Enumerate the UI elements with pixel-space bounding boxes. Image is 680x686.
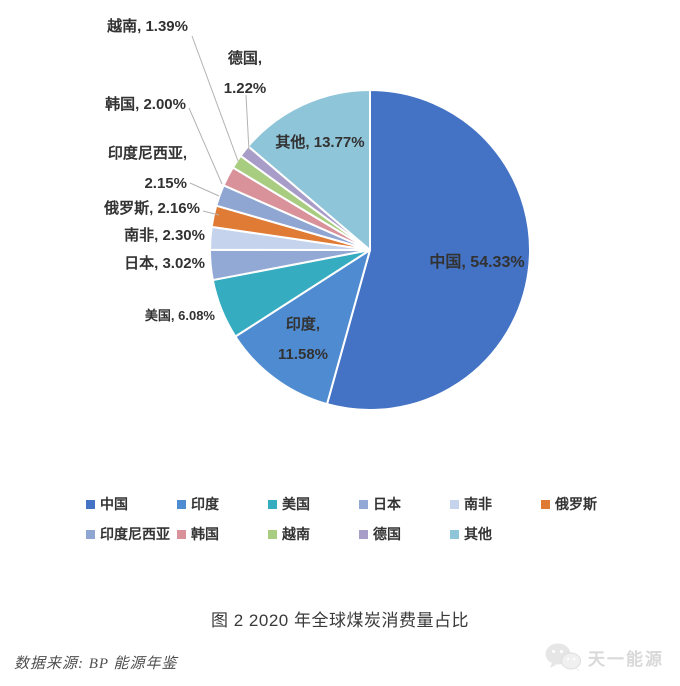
watermark: 天一能源 (544, 642, 664, 672)
pie-label-俄罗斯: 俄罗斯, 2.16% (104, 200, 200, 217)
legend-swatch-icon (177, 499, 186, 509)
legend-label: 南非 (464, 496, 492, 512)
legend-item-越南: 越南 (268, 519, 359, 549)
label-leader-line (191, 35, 239, 162)
legend-item-其他: 其他 (450, 519, 541, 549)
legend-label: 越南 (282, 526, 310, 542)
legend-swatch-icon (268, 529, 277, 539)
legend-swatch-icon (359, 529, 368, 539)
legend-label: 印度 (191, 496, 219, 512)
data-source: 数据来源: BP 能源年鉴 (14, 656, 178, 672)
pie-label-印度: 印度, 11.58% (277, 316, 329, 363)
legend-item-南非: 南非 (450, 489, 541, 519)
legend-label: 德国 (373, 526, 401, 542)
label-leader-line (189, 182, 220, 197)
legend-swatch-icon (359, 499, 368, 509)
pie-label-美国: 美国, 6.08% (144, 308, 215, 323)
legend-item-韩国: 韩国 (177, 519, 268, 549)
label-leader-line (188, 107, 223, 185)
pie-label-中国: 中国, 54.33% (429, 254, 525, 271)
label-leader-line (245, 94, 250, 152)
pie-label-越南: 越南, 1.39% (107, 18, 188, 35)
pie-label-印度尼西亚: 印度尼西亚, 2.15% (107, 145, 187, 192)
legend-swatch-icon (86, 499, 95, 509)
chart-legend: 中国 印度 美国 日本 南非 俄罗斯印度尼西亚 韩国 越南 德国 其他 (86, 489, 652, 549)
legend-swatch-icon (450, 529, 459, 539)
legend-label: 日本 (373, 496, 401, 512)
legend-label: 俄罗斯 (555, 496, 597, 512)
legend-item-俄罗斯: 俄罗斯 (541, 489, 632, 519)
figure-title: 图 2 2020 年全球煤炭消费量占比 (211, 611, 469, 630)
pie-label-日本: 日本, 3.02% (124, 255, 205, 272)
pie-label-德国: 德国, 1.22% (223, 50, 267, 97)
legend-label: 韩国 (191, 526, 219, 542)
wechat-logo-icon (545, 643, 581, 671)
legend-item-印度: 印度 (177, 489, 268, 519)
watermark-text: 天一能源 (588, 649, 664, 669)
pie-label-南非: 南非, 2.30% (124, 227, 205, 244)
pie-slice-中国 (326, 89, 531, 411)
legend-swatch-icon (86, 529, 95, 539)
legend-label: 中国 (100, 496, 128, 512)
legend-item-德国: 德国 (359, 519, 450, 549)
legend-item-美国: 美国 (268, 489, 359, 519)
legend-label: 印度尼西亚 (100, 526, 170, 542)
legend-item-印度尼西亚: 印度尼西亚 (86, 519, 177, 549)
pie-svg (188, 35, 531, 411)
pie-label-其他: 其他, 13.77% (275, 134, 365, 151)
label-leader-line (202, 210, 220, 216)
pie-label-韩国: 韩国, 2.00% (105, 96, 186, 113)
legend-swatch-icon (268, 499, 277, 509)
legend-label: 其他 (464, 526, 492, 542)
legend-swatch-icon (541, 499, 550, 509)
legend-item-日本: 日本 (359, 489, 450, 519)
legend-item-中国: 中国 (86, 489, 177, 519)
legend-swatch-icon (177, 529, 186, 539)
legend-label: 美国 (282, 496, 310, 512)
pie-chart: 越南, 1.39% 德国, 1.22% 韩国, 2.00% 印度尼西亚, 2.15% 俄罗斯… (104, 18, 531, 411)
pie-slice-其他 (247, 89, 371, 251)
pie-slice-印度 (234, 249, 371, 406)
legend-swatch-icon (450, 499, 459, 509)
